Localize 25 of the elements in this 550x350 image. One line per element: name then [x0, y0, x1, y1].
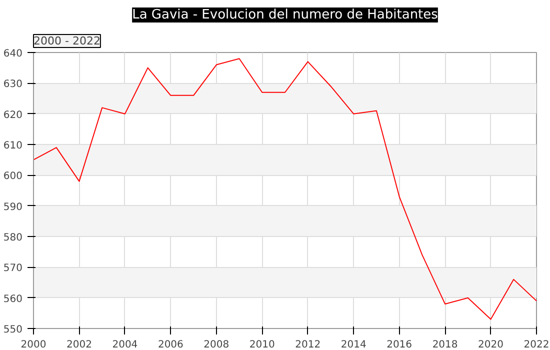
- x-tick-label: 2004: [112, 340, 138, 350]
- x-tick-label: 2008: [204, 340, 230, 350]
- y-tick-label: 580: [3, 232, 23, 244]
- y-tick-label: 550: [3, 324, 23, 336]
- x-tick-label: 2014: [340, 340, 366, 350]
- x-tick-label: 2010: [249, 340, 275, 350]
- line-series: [34, 58, 536, 320]
- y-tick-label: 570: [3, 263, 23, 274]
- y-tick-label: 630: [3, 79, 23, 90]
- x-tick-label: 2020: [478, 340, 504, 350]
- y-tick-label: 620: [3, 110, 23, 121]
- chart-title: La Gavia - Evolucion del numero de Habitantes: [132, 8, 438, 22]
- x-tick-label: 2012: [295, 340, 321, 350]
- y-tick-label: 600: [3, 171, 23, 182]
- x-tick-label: 2016: [386, 340, 412, 350]
- x-tick-label: 2022: [524, 340, 550, 350]
- x-tick-label: 2006: [158, 340, 184, 350]
- x-tick-label: 2018: [432, 340, 458, 350]
- y-tick-label: 560: [3, 294, 23, 305]
- y-tick-label: 610: [3, 140, 23, 152]
- y-tick-label: 640: [3, 48, 23, 60]
- x-tick-label: 2000: [20, 340, 46, 350]
- chart-subtitle: 2000 - 2022: [34, 34, 100, 48]
- x-tick-label: 2002: [66, 340, 92, 350]
- y-tick-label: 590: [3, 202, 23, 213]
